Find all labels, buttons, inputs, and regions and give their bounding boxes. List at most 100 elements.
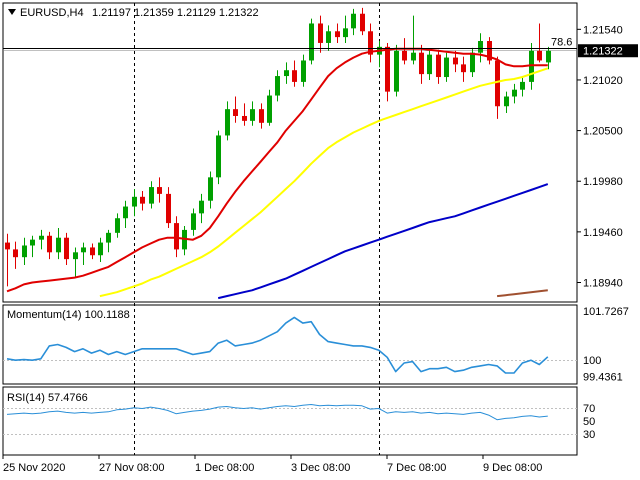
candle-body xyxy=(123,206,128,219)
candle-body xyxy=(318,23,323,43)
candle xyxy=(495,56,500,119)
candle-body xyxy=(149,187,154,204)
candle xyxy=(284,62,289,84)
candle-body xyxy=(537,50,542,61)
candle-body xyxy=(259,109,264,123)
x-tick-label: 25 Nov 2020 xyxy=(3,462,65,474)
current-price-value: 1.21322 xyxy=(583,46,623,58)
candle-body xyxy=(343,28,348,38)
candle-body xyxy=(233,109,238,116)
candle xyxy=(81,242,86,265)
candle xyxy=(402,38,407,65)
candle xyxy=(132,189,137,217)
candle xyxy=(470,47,475,78)
candle-body xyxy=(309,23,314,61)
price-tick-label: 1.19980 xyxy=(583,176,623,188)
symbol-timeframe[interactable]: EURUSD,H4 xyxy=(20,7,84,19)
x-tick-label: 3 Dec 08:00 xyxy=(291,462,350,474)
candle xyxy=(368,23,373,63)
candle-body xyxy=(140,196,145,204)
candle-body xyxy=(166,193,171,224)
candle-body xyxy=(208,177,213,201)
candle-body xyxy=(292,70,297,82)
candle-body xyxy=(453,57,458,65)
candle xyxy=(30,235,35,258)
candle-body xyxy=(478,41,483,53)
candle-body xyxy=(199,200,204,214)
candle xyxy=(444,52,449,82)
x-tick-label: 1 Dec 08:00 xyxy=(195,462,254,474)
candle xyxy=(537,23,542,63)
candle xyxy=(64,232,69,265)
rsi-line xyxy=(6,404,548,421)
candle-body xyxy=(495,60,500,107)
candle xyxy=(39,229,44,250)
candle xyxy=(292,60,297,87)
momentum-tick-label: 101.7267 xyxy=(583,306,629,318)
candle-body xyxy=(242,115,247,121)
candle xyxy=(512,83,517,104)
candle-body xyxy=(419,52,424,75)
x-axis: 25 Nov 2020 27 Nov 08:00 1 Dec 08:00 3 Dec … xyxy=(2,455,542,474)
ma-slowest-line xyxy=(496,289,548,298)
candle-body xyxy=(402,50,407,61)
candle-body xyxy=(504,96,509,107)
candle xyxy=(520,76,525,97)
rsi-tick-label: 50 xyxy=(583,416,595,428)
candle-body xyxy=(157,187,162,194)
candle xyxy=(98,237,103,263)
candle-body xyxy=(64,237,69,260)
momentum-line xyxy=(6,316,549,374)
candle-body xyxy=(444,57,449,78)
momentum-tick-label: 100 xyxy=(583,355,601,367)
candle xyxy=(106,229,111,253)
candle xyxy=(250,101,255,126)
rsi-tick-label: 70 xyxy=(583,403,595,415)
price-tick-label: 1.19460 xyxy=(583,227,623,239)
candle-body xyxy=(284,70,289,77)
candle xyxy=(309,18,314,65)
candle xyxy=(242,103,247,126)
fib-level-label: 78.6 xyxy=(551,37,572,49)
x-tick-label: 9 Dec 08:00 xyxy=(483,462,542,474)
candle xyxy=(343,15,348,43)
candle xyxy=(5,233,10,287)
momentum-panel[interactable] xyxy=(2,304,578,385)
candle xyxy=(529,42,534,90)
candle xyxy=(149,181,154,209)
candle-body xyxy=(512,89,517,97)
candle xyxy=(453,50,458,73)
candle xyxy=(267,89,272,126)
current-price-tag xyxy=(578,44,638,58)
candle-body xyxy=(81,247,86,253)
rsi-panel[interactable] xyxy=(2,386,578,456)
candle xyxy=(233,96,238,123)
candle-body xyxy=(106,232,111,243)
ma-slow-line xyxy=(217,183,549,300)
candle-body xyxy=(5,242,10,250)
candle xyxy=(546,46,551,70)
candle-body xyxy=(132,196,137,207)
candle xyxy=(157,177,162,203)
candle xyxy=(90,243,95,260)
candle-body xyxy=(39,235,44,240)
candle xyxy=(123,200,128,228)
candle-body xyxy=(487,41,492,61)
momentum-title: Momentum(14) 100.1188 xyxy=(7,309,130,321)
symbol-dropdown-icon[interactable] xyxy=(8,9,16,15)
candle-body xyxy=(360,13,365,32)
candle-body xyxy=(394,50,399,92)
candle xyxy=(166,187,171,228)
candle-body xyxy=(56,237,61,253)
candle-body xyxy=(351,13,356,29)
candle xyxy=(47,231,52,260)
candle-body xyxy=(225,109,230,136)
candle-body xyxy=(90,247,95,256)
candle-body xyxy=(326,31,331,43)
candle-body xyxy=(22,245,27,258)
x-tick-label: 27 Nov 08:00 xyxy=(99,462,164,474)
candle xyxy=(318,15,323,53)
price-tick-label: 1.20500 xyxy=(583,126,623,138)
moving-averages xyxy=(6,47,549,300)
